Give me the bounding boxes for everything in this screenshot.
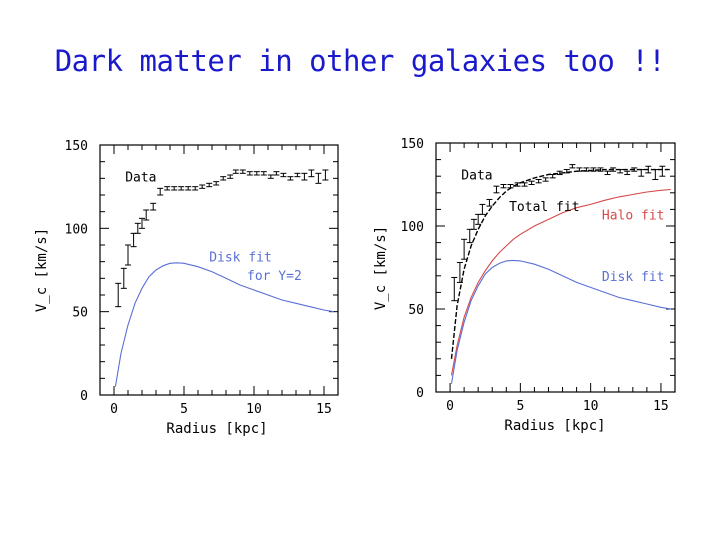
- data-point: [143, 209, 150, 221]
- data-point: [125, 244, 131, 266]
- data-point: [315, 172, 322, 184]
- data-point: [569, 164, 576, 169]
- y-tick-label: 0: [80, 389, 88, 404]
- data-point: [590, 167, 597, 172]
- data-point: [528, 180, 535, 185]
- halo-fit-curve: [450, 188, 671, 376]
- data-point: [192, 186, 199, 191]
- annotation-data: Data: [461, 169, 492, 184]
- plot-frame: [435, 142, 676, 393]
- data-point: [308, 169, 315, 178]
- data-point: [120, 267, 127, 289]
- y-tick-label: 100: [401, 220, 424, 235]
- data-point: [322, 169, 329, 181]
- data-point: [604, 170, 611, 176]
- y-tick-label: 100: [65, 222, 88, 237]
- annotation-disk-fit: Disk fit: [602, 270, 665, 285]
- data-point: [535, 179, 542, 184]
- x-tick-label: 10: [583, 399, 599, 414]
- data-point: [500, 184, 507, 189]
- y-axis-label: V_c [km/s]: [373, 226, 389, 310]
- data-point: [659, 165, 666, 177]
- y-tick-label: 150: [65, 139, 88, 154]
- disk-fit-curve: [450, 259, 671, 384]
- data-point: [486, 198, 493, 207]
- data-point: [157, 187, 164, 196]
- data-point: [466, 228, 473, 244]
- data-point: [549, 174, 556, 179]
- y-axis-label: V_c [km/s]: [34, 228, 50, 312]
- x-tick-label: 5: [516, 399, 524, 414]
- data-point: [185, 186, 192, 191]
- data-point: [470, 218, 477, 230]
- data-point: [227, 174, 234, 179]
- data-point: [597, 167, 604, 172]
- data-point: [164, 186, 171, 191]
- x-tick-label: 5: [180, 402, 188, 417]
- y-tick-label: 150: [401, 137, 424, 152]
- data-point: [624, 170, 631, 176]
- annotation-disk-fit: Disk fit: [209, 251, 272, 266]
- y-tick-label: 50: [408, 303, 424, 318]
- y-tick-label: 50: [72, 306, 88, 321]
- data-point: [171, 186, 178, 191]
- x-axis-label: Radius [kpc]: [166, 421, 267, 437]
- total-fit-curve: [450, 168, 671, 359]
- data-point: [239, 169, 246, 174]
- x-tick-label: 15: [653, 399, 669, 414]
- data-point: [273, 171, 280, 176]
- data-point: [253, 171, 260, 176]
- data-point: [280, 172, 287, 178]
- data-point: [213, 181, 220, 186]
- x-tick-label: 0: [110, 402, 118, 417]
- annotation-data: Data: [125, 171, 156, 186]
- x-tick-label: 10: [246, 402, 262, 417]
- data-point: [134, 222, 141, 234]
- data-point: [206, 182, 213, 188]
- x-tick-label: 15: [316, 402, 332, 417]
- annotation-halo-fit: Halo fit: [602, 208, 665, 223]
- x-tick-label: 0: [446, 399, 454, 414]
- plot-frame: [99, 144, 339, 396]
- disk-fit-curve: [114, 262, 334, 387]
- data-point: [461, 238, 468, 260]
- data-point: [493, 185, 500, 194]
- data-point: [267, 174, 274, 179]
- data-point: [246, 171, 253, 176]
- data-point: [287, 176, 294, 181]
- slide-title: Dark matter in other galaxies too !!: [54, 44, 666, 78]
- data-point: [139, 217, 145, 229]
- data-point: [301, 172, 308, 181]
- data-point: [150, 202, 157, 211]
- annotation-total-fit: Total fit: [509, 200, 579, 215]
- data-point: [451, 276, 458, 302]
- data-point: [556, 170, 563, 176]
- annotation-for: for Υ=2: [247, 269, 302, 284]
- data-point: [652, 169, 659, 181]
- data-point: [178, 186, 185, 191]
- data-point: [521, 182, 528, 187]
- data-point: [294, 172, 301, 178]
- x-axis-label: Radius [kpc]: [504, 418, 605, 434]
- data-point: [115, 282, 122, 308]
- data-point: [232, 169, 239, 174]
- data-point: [479, 203, 486, 215]
- data-point: [638, 169, 645, 177]
- data-point: [260, 171, 267, 176]
- data-point: [199, 184, 206, 189]
- data-point: [542, 177, 549, 182]
- data-point: [220, 176, 227, 181]
- y-tick-label: 0: [416, 386, 424, 401]
